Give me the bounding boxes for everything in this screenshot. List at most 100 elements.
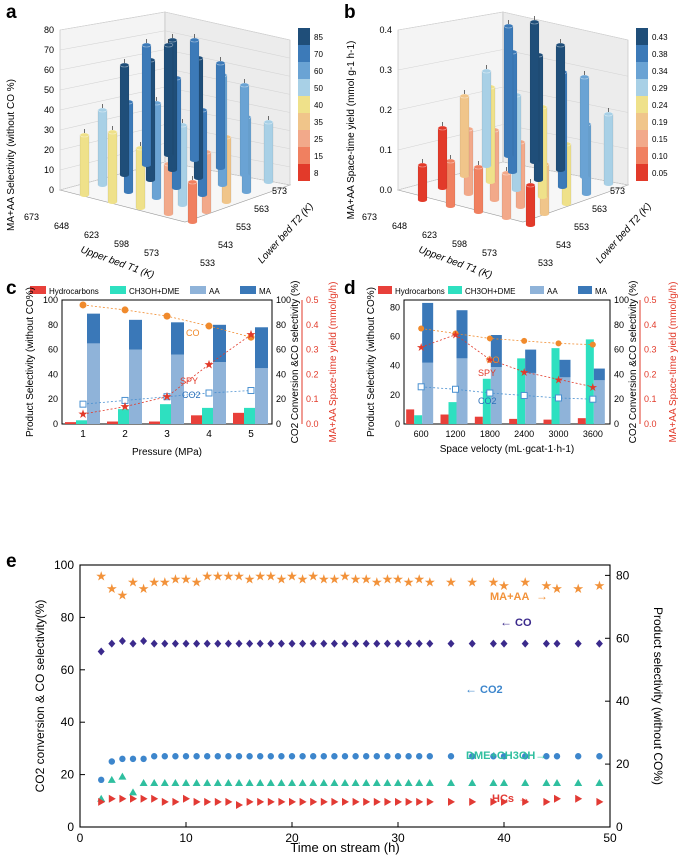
bar-3d bbox=[579, 71, 590, 179]
panel-d-co-annotation: CO bbox=[486, 355, 500, 365]
y-tick-label: 60 bbox=[48, 345, 58, 355]
colorbar-label: 0.15 bbox=[652, 135, 668, 144]
co2-point bbox=[373, 753, 380, 760]
panel-a-z-ticks: 0 10 20 30 40 50 60 70 80 bbox=[44, 25, 54, 195]
legend-swatch bbox=[110, 286, 126, 294]
co-point bbox=[362, 639, 370, 648]
y-tick-label: 573 bbox=[610, 186, 625, 196]
y-tick-label: 533 bbox=[200, 258, 215, 268]
hcs-point bbox=[522, 797, 530, 806]
hcs-point bbox=[183, 794, 190, 803]
x-tick-label: 623 bbox=[84, 230, 99, 240]
y3-tick-label: 0.1 bbox=[306, 394, 319, 404]
hcs-point bbox=[363, 797, 371, 806]
panel-d-y-label: Product Selectivity (without CO%) bbox=[366, 287, 377, 437]
panel-e-annotation-co: ← CO bbox=[500, 615, 532, 629]
hcs-point bbox=[193, 797, 201, 806]
colorbar-label: 15 bbox=[314, 152, 323, 161]
co2-point bbox=[163, 393, 171, 401]
colorbar-swatch bbox=[298, 45, 310, 62]
panel-e-annotation-dme: DME+CH3OH → bbox=[466, 748, 547, 762]
ma-aa-point: ★ bbox=[392, 572, 404, 587]
bar-3d bbox=[417, 159, 428, 202]
x-tick-label: 20 bbox=[285, 831, 299, 845]
dme-ch3oh-point bbox=[277, 778, 286, 786]
bar-hydrocarbons bbox=[577, 418, 586, 424]
hcs-point bbox=[416, 797, 424, 806]
ma-aa-point: ★ bbox=[519, 575, 531, 590]
panel-c-co-annotation: CO bbox=[186, 328, 200, 338]
panel-a-bars bbox=[79, 34, 274, 224]
y3-tick-label: 0.2 bbox=[644, 369, 657, 379]
colorbar-swatch bbox=[636, 147, 648, 164]
co-point bbox=[224, 639, 232, 648]
co-point bbox=[79, 301, 87, 309]
dme-ch3oh-point bbox=[404, 778, 413, 786]
hcs-point bbox=[310, 797, 318, 806]
panel-c-lines: ★ ★ ★ ★ ★ bbox=[78, 301, 256, 421]
bar-aa bbox=[87, 343, 100, 424]
hcs-point bbox=[395, 797, 402, 806]
bar-hydrocarbons bbox=[440, 414, 449, 424]
bar-ch3oh-dme bbox=[585, 339, 594, 424]
hcs-point bbox=[98, 797, 106, 806]
hcs-point bbox=[320, 797, 328, 806]
y3-tick-label: 0.0 bbox=[306, 419, 319, 429]
ma-aa-point: ★ bbox=[382, 572, 394, 587]
co-point bbox=[309, 639, 317, 648]
bar-hydrocarbons bbox=[406, 409, 415, 424]
legend-label: Hydrocarbons bbox=[49, 287, 99, 296]
co2-point bbox=[575, 753, 582, 760]
dme-ch3oh-point bbox=[171, 778, 180, 786]
co2-point bbox=[447, 753, 455, 760]
bar-ma bbox=[490, 335, 502, 368]
co-point bbox=[150, 639, 158, 648]
co2-point bbox=[500, 753, 508, 760]
bar-3d bbox=[459, 90, 470, 178]
y-tick-label: 40 bbox=[61, 715, 75, 729]
co-point bbox=[595, 639, 603, 648]
co2-point bbox=[151, 753, 158, 760]
y3-tick-label: 0.4 bbox=[644, 320, 657, 330]
co2-point bbox=[405, 753, 412, 760]
co-point bbox=[542, 639, 550, 648]
x-tick-label: 573 bbox=[482, 248, 497, 258]
x-tick-label: 1 bbox=[80, 429, 86, 440]
bar-ch3oh-dme bbox=[76, 420, 87, 424]
z-tick-label: 70 bbox=[44, 45, 54, 55]
hcs-point bbox=[426, 797, 434, 806]
y3-tick-label: 0.0 bbox=[644, 419, 657, 429]
y2-tick-label: 0 bbox=[614, 419, 619, 429]
y3-tick-label: 0.3 bbox=[306, 345, 319, 355]
co-point bbox=[182, 639, 190, 648]
ma-aa-point: ★ bbox=[276, 572, 288, 587]
dme-ch3oh-point bbox=[521, 778, 530, 786]
dme-ch3oh-point bbox=[574, 778, 583, 786]
bar-ch3oh-dme bbox=[551, 348, 560, 424]
gridline bbox=[59, 11, 291, 41]
dme-ch3oh-point bbox=[288, 778, 296, 786]
panel-e-x-label: Time on stream (h) bbox=[290, 840, 399, 855]
co2-point bbox=[331, 753, 338, 760]
x-tick-label: 3600 bbox=[583, 429, 603, 439]
bar-3d bbox=[107, 126, 118, 204]
bar-ma bbox=[559, 359, 571, 378]
z-tick-label: 0.4 bbox=[379, 25, 392, 35]
y2-tick-label: 100 bbox=[276, 295, 291, 305]
co2-point bbox=[352, 753, 359, 760]
co-point bbox=[203, 639, 211, 648]
x-tick-label: 3 bbox=[164, 429, 170, 440]
panel-b-bars bbox=[417, 16, 614, 227]
y2-tick-label: 80 bbox=[614, 320, 624, 330]
bar-3d bbox=[239, 79, 250, 177]
co2-point bbox=[522, 753, 529, 760]
co2-point bbox=[172, 753, 179, 760]
hcs-point bbox=[161, 797, 169, 806]
dme-ch3oh-point bbox=[213, 778, 222, 786]
ma-aa-point: ★ bbox=[498, 578, 510, 593]
bar-3d bbox=[445, 155, 456, 208]
co2-point bbox=[278, 753, 285, 760]
dme-ch3oh-point bbox=[182, 778, 190, 786]
x-tick-label: 0 bbox=[77, 831, 84, 845]
